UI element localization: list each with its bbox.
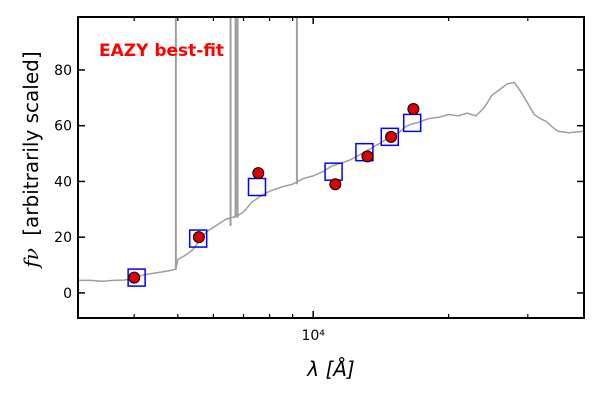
observed-flux-point — [329, 178, 342, 191]
chart-annotation: EAZY best-fit — [99, 41, 224, 61]
observed-flux-points — [128, 102, 420, 284]
observed-flux-point — [128, 271, 141, 284]
y-axis-label-text: [arbitrarily scaled] — [19, 51, 43, 235]
model-flux-box — [127, 268, 146, 287]
model-flux-boxes — [127, 113, 422, 287]
y-tick-label: 80 — [54, 63, 72, 79]
observed-flux-point — [407, 102, 420, 115]
x-tick-label: 10⁴ — [301, 328, 325, 344]
x-axis-ticks: 10⁴ — [133, 17, 529, 344]
x-axis-label: λ [Å] — [306, 357, 354, 381]
model-flux-box — [380, 127, 400, 147]
y-tick-label: 0 — [63, 286, 72, 302]
plot-frame — [77, 16, 585, 319]
y-axis-ticks: 0 20 40 60 80 — [54, 63, 584, 302]
template-emission-lines — [174, 17, 298, 270]
observed-flux-point — [252, 167, 265, 180]
y-axis-symbol: fν — [19, 248, 43, 270]
model-flux-box — [188, 229, 208, 248]
model-flux-box — [247, 177, 267, 197]
observed-flux-point — [361, 150, 374, 163]
observed-flux-point — [385, 130, 398, 143]
y-tick-label: 60 — [54, 119, 72, 135]
y-tick-label: 40 — [54, 174, 72, 190]
y-tick-label: 20 — [54, 230, 72, 246]
y-axis-label: fν [arbitrarily scaled] — [19, 51, 43, 269]
observed-flux-point — [192, 231, 205, 244]
